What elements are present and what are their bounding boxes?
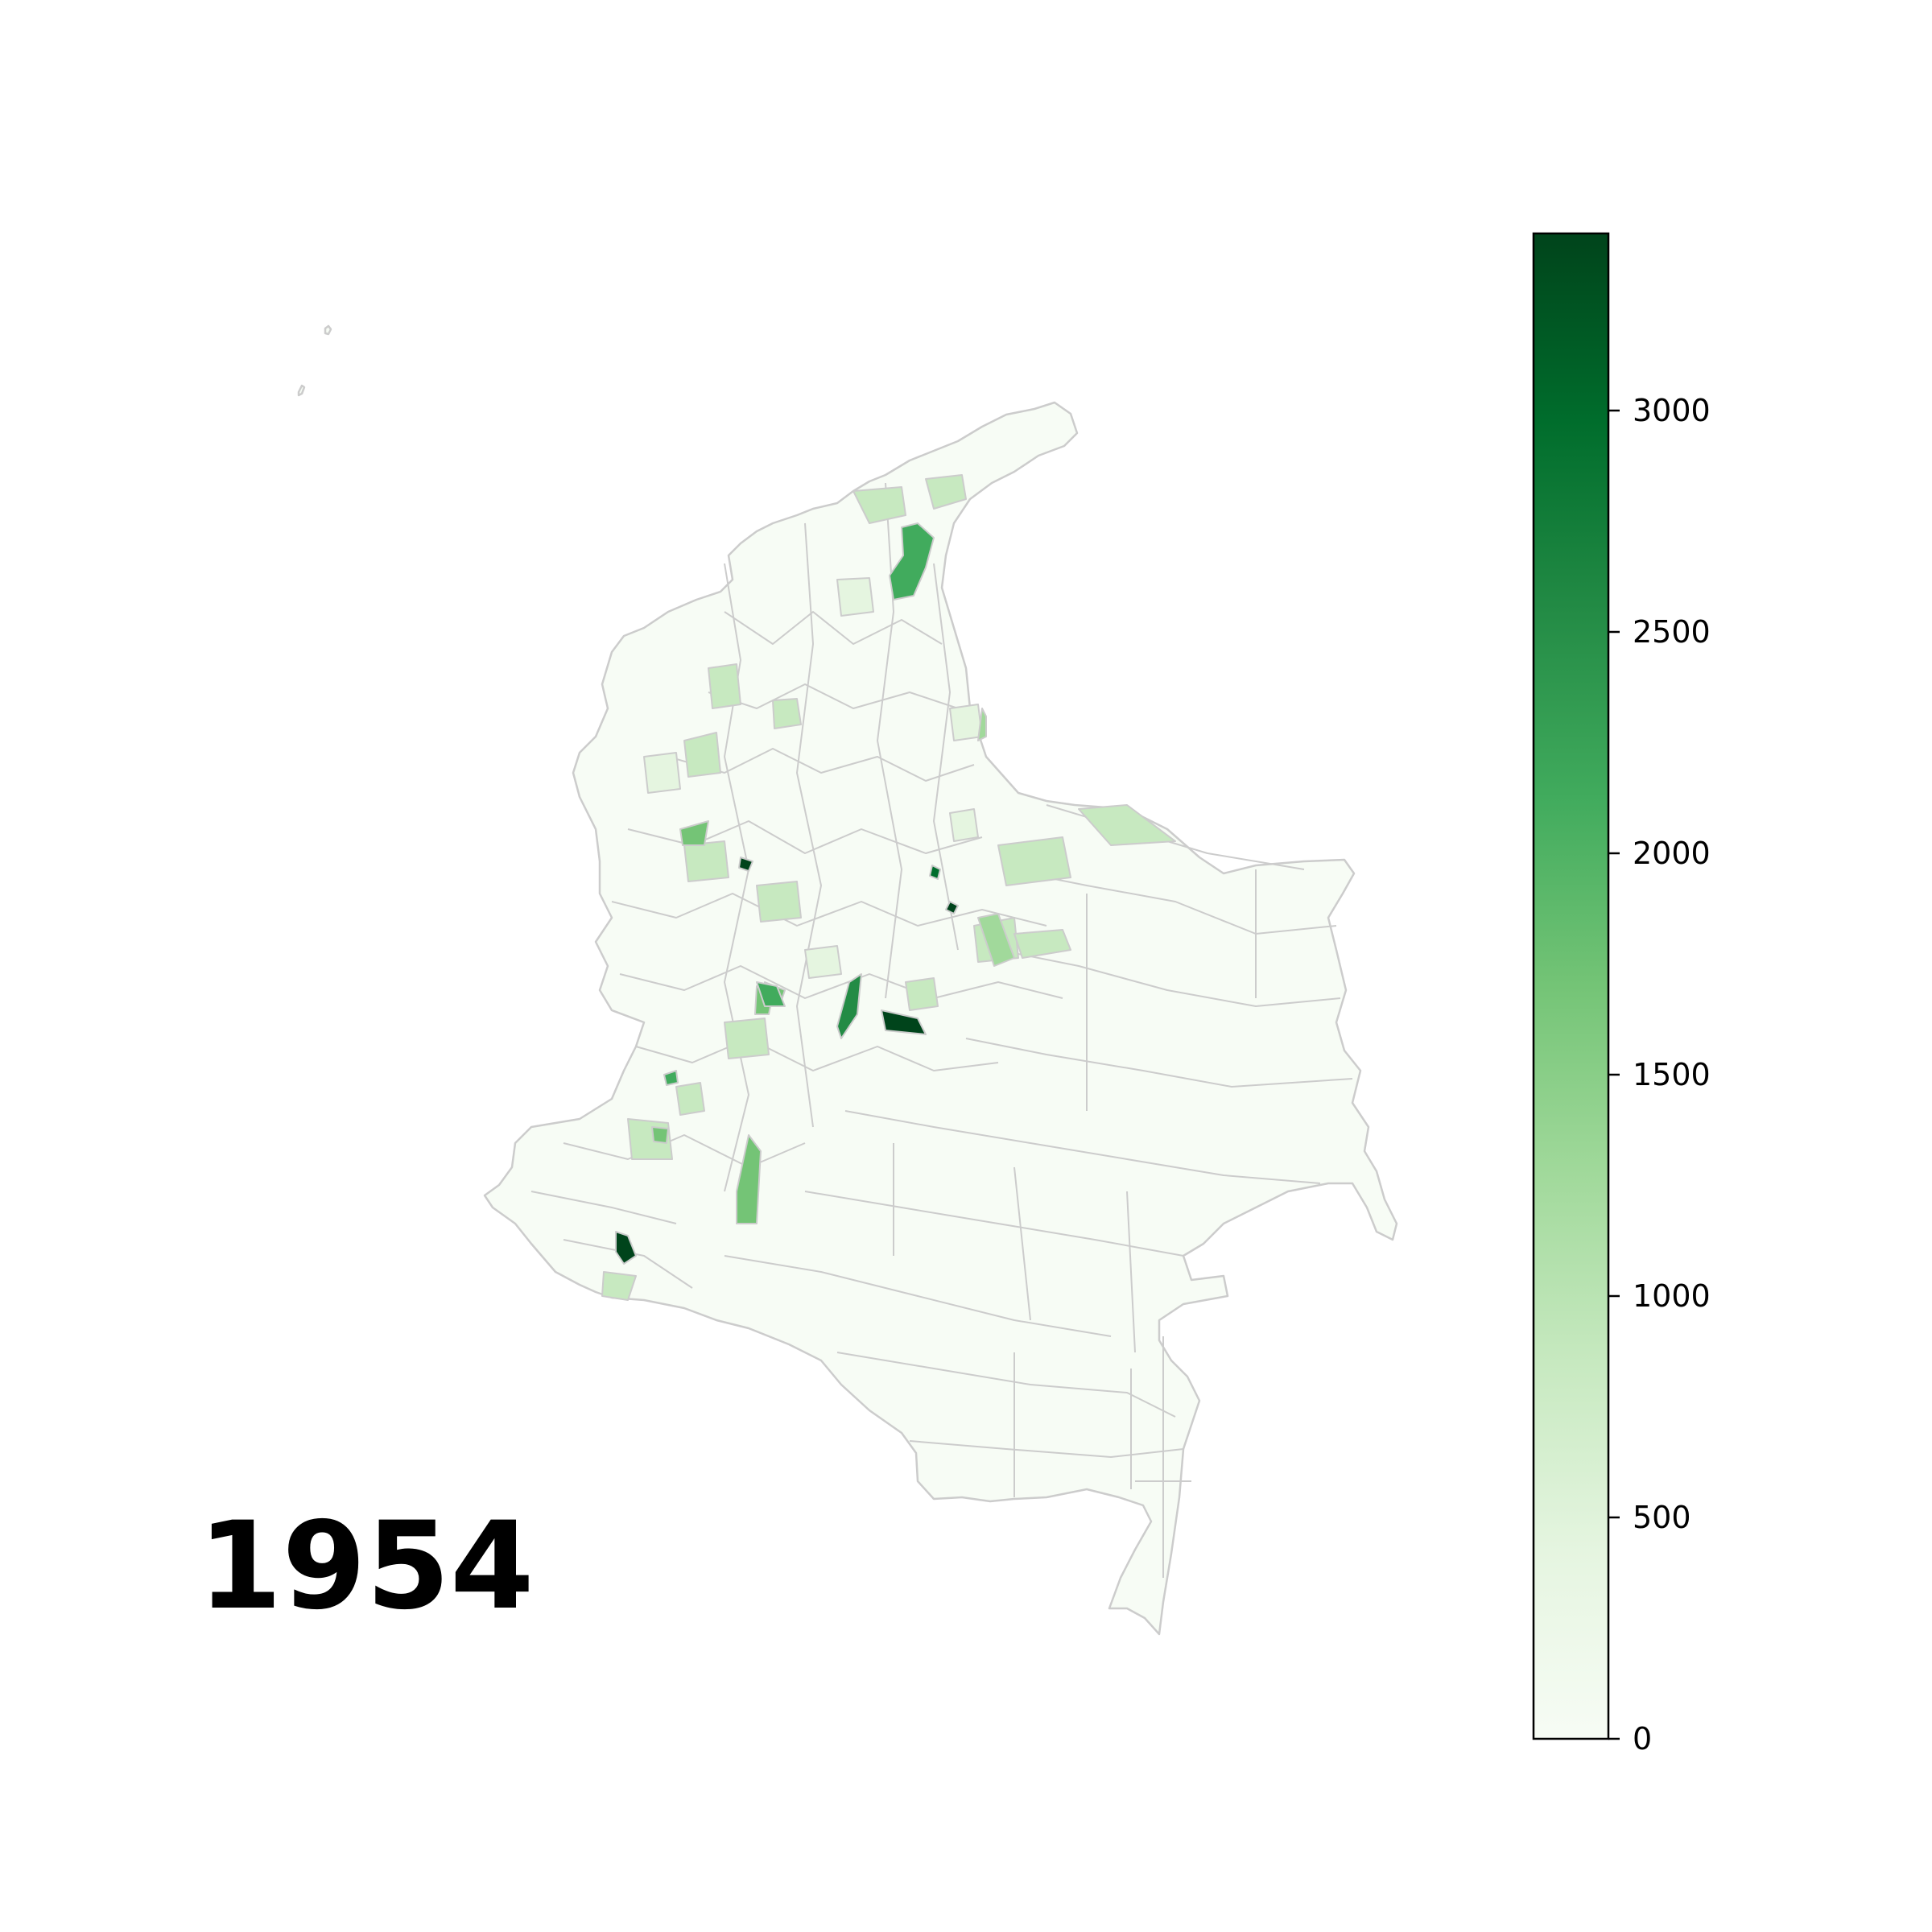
colorbar-tick-label: 1500: [1633, 1057, 1711, 1092]
colombia-map: [297, 324, 1398, 1636]
country-outline: [483, 401, 1398, 1636]
year-label: 1954: [198, 1496, 534, 1637]
colorbar-tick-label: 1000: [1633, 1278, 1711, 1314]
colorbar-gradient: [1532, 232, 1610, 1740]
colorbar-tick-label: 0: [1633, 1721, 1652, 1757]
high-value-municipalities: [615, 857, 959, 1265]
colorbar-ticks: 0 500 1000 1500 2000 2500 3000: [1608, 393, 1711, 1757]
colorbar-tick-label: 2500: [1633, 614, 1711, 650]
colorbar-tick-label: 500: [1633, 1500, 1691, 1535]
colorbar-tick-label: 2000: [1633, 836, 1711, 871]
colorbar-tick-label: 3000: [1633, 393, 1711, 428]
mid-value-municipalities: [651, 522, 1015, 1224]
island-san-andres: [324, 324, 332, 336]
colorbar: 0 500 1000 1500 2000 2500 3000: [1532, 232, 1711, 1757]
island-providencia: [297, 384, 306, 397]
